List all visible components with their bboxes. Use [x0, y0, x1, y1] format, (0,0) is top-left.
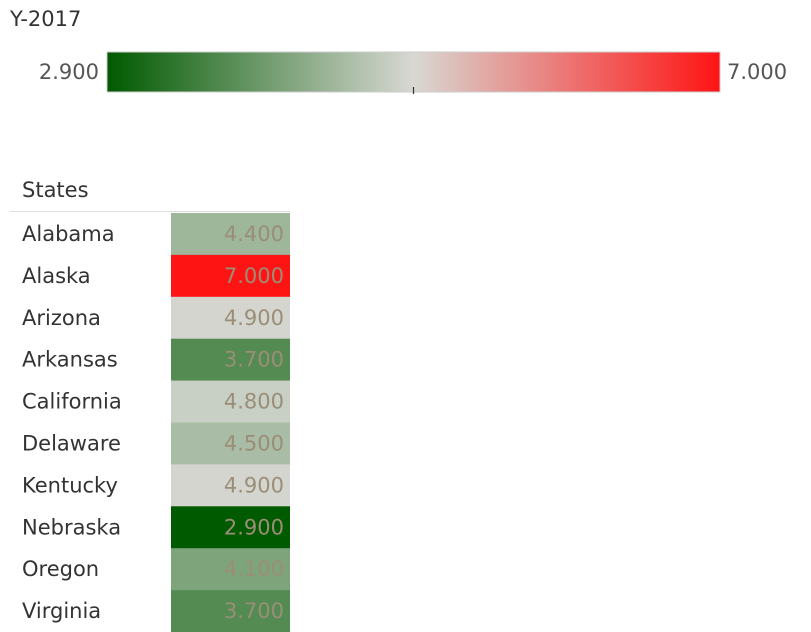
- heat-cell: [171, 506, 290, 549]
- heat-cell: [171, 338, 290, 381]
- heat-cell: [171, 422, 290, 465]
- state-label: Oregon: [22, 557, 99, 581]
- state-label: Arkansas: [22, 348, 118, 372]
- state-label: Delaware: [22, 431, 121, 455]
- value-label: 7.000: [224, 264, 284, 288]
- heat-cell: [171, 464, 290, 507]
- value-label: 2.900: [224, 515, 284, 539]
- heat-cell: [171, 548, 290, 591]
- value-label: 4.900: [224, 306, 284, 330]
- state-label: Nebraska: [22, 515, 121, 539]
- value-label: 4.400: [224, 222, 284, 246]
- value-label: 3.700: [224, 348, 284, 372]
- value-label: 4.500: [224, 431, 284, 455]
- legend-gradient: [106, 51, 721, 93]
- value-label: 3.700: [224, 599, 284, 623]
- legend-title: Y-2017: [9, 7, 81, 31]
- legend-min-label: 2.900: [39, 60, 99, 84]
- legend-max-label: 7.000: [727, 60, 787, 84]
- state-label: Virginia: [22, 599, 101, 623]
- heat-cell: [171, 590, 290, 632]
- value-label: 4.100: [224, 557, 284, 581]
- value-label: 4.900: [224, 473, 284, 497]
- state-label: California: [22, 390, 122, 414]
- heat-cell: [171, 213, 290, 256]
- state-label: Alabama: [22, 222, 115, 246]
- state-label: Alaska: [22, 264, 91, 288]
- heat-cell: [171, 296, 290, 339]
- value-label: 4.800: [224, 390, 284, 414]
- heat-cell: [171, 380, 290, 423]
- heat-cell: [171, 254, 290, 298]
- state-label: Arizona: [22, 306, 101, 330]
- row-header: States: [22, 178, 89, 202]
- state-label: Kentucky: [22, 473, 118, 497]
